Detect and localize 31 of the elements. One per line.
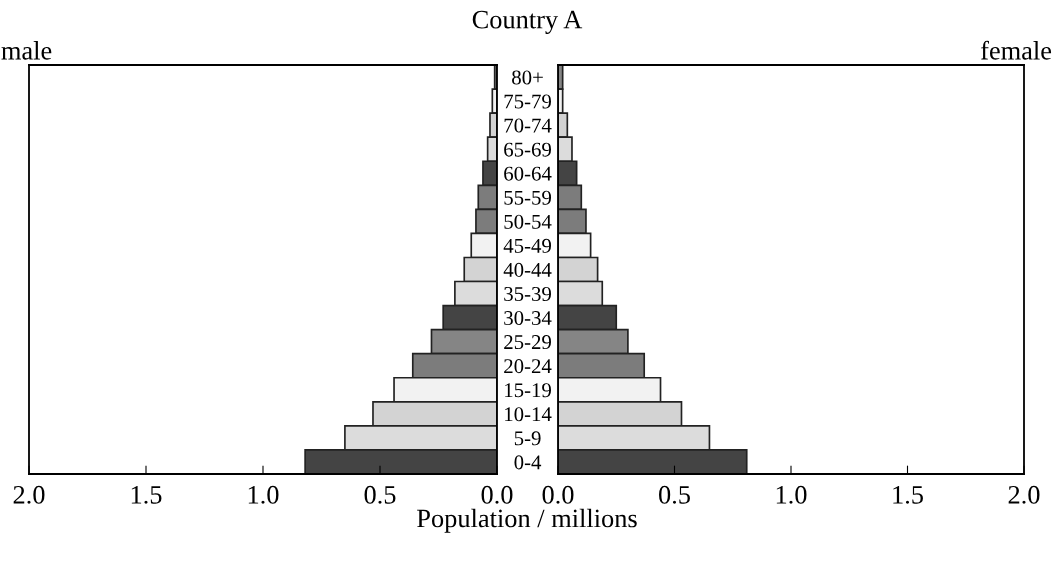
y-tick-label: 25-29: [504, 335, 552, 350]
y-tick-label: 70-74: [504, 118, 552, 133]
x-tick-label: 0.5: [659, 485, 690, 504]
x-tick-label: 2.0: [1008, 485, 1040, 504]
y-tick-label: 45-49: [503, 238, 552, 253]
y-tick-label: 50-54: [504, 214, 552, 229]
y-tick-label: 40-44: [503, 262, 552, 277]
y-tick-label: 55-59: [504, 190, 552, 205]
x-axis-title: Population / millions: [417, 508, 637, 533]
x-tick-label: 0.5: [364, 485, 396, 504]
x-tick-label: 1.5: [893, 486, 923, 504]
y-tick-label: 0-4: [514, 455, 542, 470]
y-tick-label: 30-34: [504, 310, 552, 326]
x-tick-label: 0.0: [481, 485, 513, 504]
y-tick-label: 60-64: [504, 166, 552, 181]
x-tick-label: 1.5: [131, 486, 162, 504]
x-tick-label: 2.0: [13, 485, 45, 504]
y-tick-label: 15-19: [505, 383, 552, 398]
chart-title: male: [1, 41, 52, 60]
chart-title: female: [980, 40, 1052, 60]
x-tick-label: 0.0: [542, 485, 574, 504]
y-tick-label: 80+: [512, 70, 543, 85]
y-tick-label: 65-69: [504, 142, 552, 157]
y-tick-label: 35-39: [504, 286, 552, 301]
y-tick-label: 75-79: [504, 94, 552, 109]
y-tick-label: 10-14: [505, 407, 552, 422]
x-tick-label: 1.0: [248, 485, 279, 504]
y-tick-label: 20-24: [504, 359, 552, 374]
text: Country A: [472, 10, 583, 34]
x-tick-label: 1.0: [776, 485, 807, 504]
y-tick-label: 5-9: [514, 431, 541, 446]
